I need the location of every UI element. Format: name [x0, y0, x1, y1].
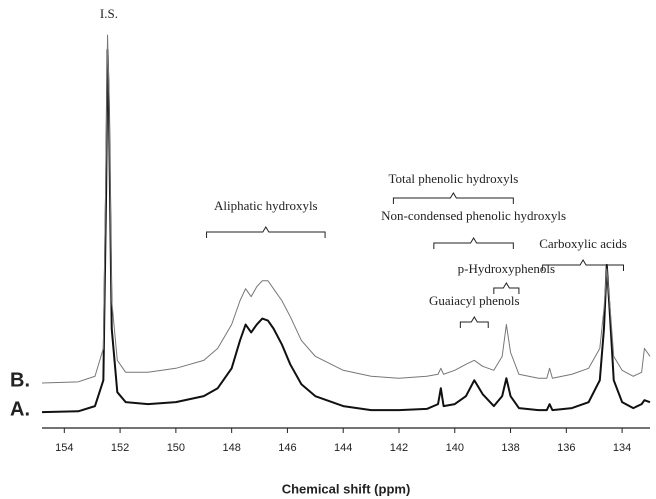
- annotation: Total phenolic hydroxyls: [388, 171, 518, 186]
- x-tick-label: 148: [222, 442, 240, 454]
- x-tick-label: 152: [111, 442, 129, 454]
- x-tick-label: 142: [390, 442, 408, 454]
- annotation: Non-condensed phenolic hydroxyls: [381, 208, 566, 223]
- x-tick-label: 144: [334, 442, 352, 454]
- x-tick-label: 136: [557, 442, 575, 454]
- series-label: B.: [10, 369, 30, 391]
- bracket: [493, 282, 520, 294]
- series-label: A.: [10, 398, 30, 420]
- bracket: [542, 259, 625, 271]
- spectrum-line: [41, 34, 651, 384]
- x-tick-label: 154: [55, 442, 73, 454]
- spectrum-line: [41, 48, 651, 414]
- annotation: Aliphatic hydroxyls: [214, 198, 318, 213]
- annotation: Guaiacyl phenols: [429, 293, 520, 308]
- x-tick-label: 138: [501, 442, 519, 454]
- x-tick-label: 140: [446, 442, 464, 454]
- bracket: [433, 237, 514, 249]
- annotation: p-Hydroxyphenols: [458, 261, 556, 276]
- x-tick-label: 134: [613, 442, 631, 454]
- bracket: [206, 226, 326, 238]
- annotation: I.S.: [100, 6, 118, 21]
- x-tick-label: 146: [278, 442, 296, 454]
- annotation: Carboxylic acids: [539, 236, 627, 251]
- x-tick-label: 150: [167, 442, 185, 454]
- x-axis-label: Chemical shift (ppm): [282, 481, 411, 496]
- bracket: [459, 316, 489, 328]
- bracket: [392, 192, 514, 204]
